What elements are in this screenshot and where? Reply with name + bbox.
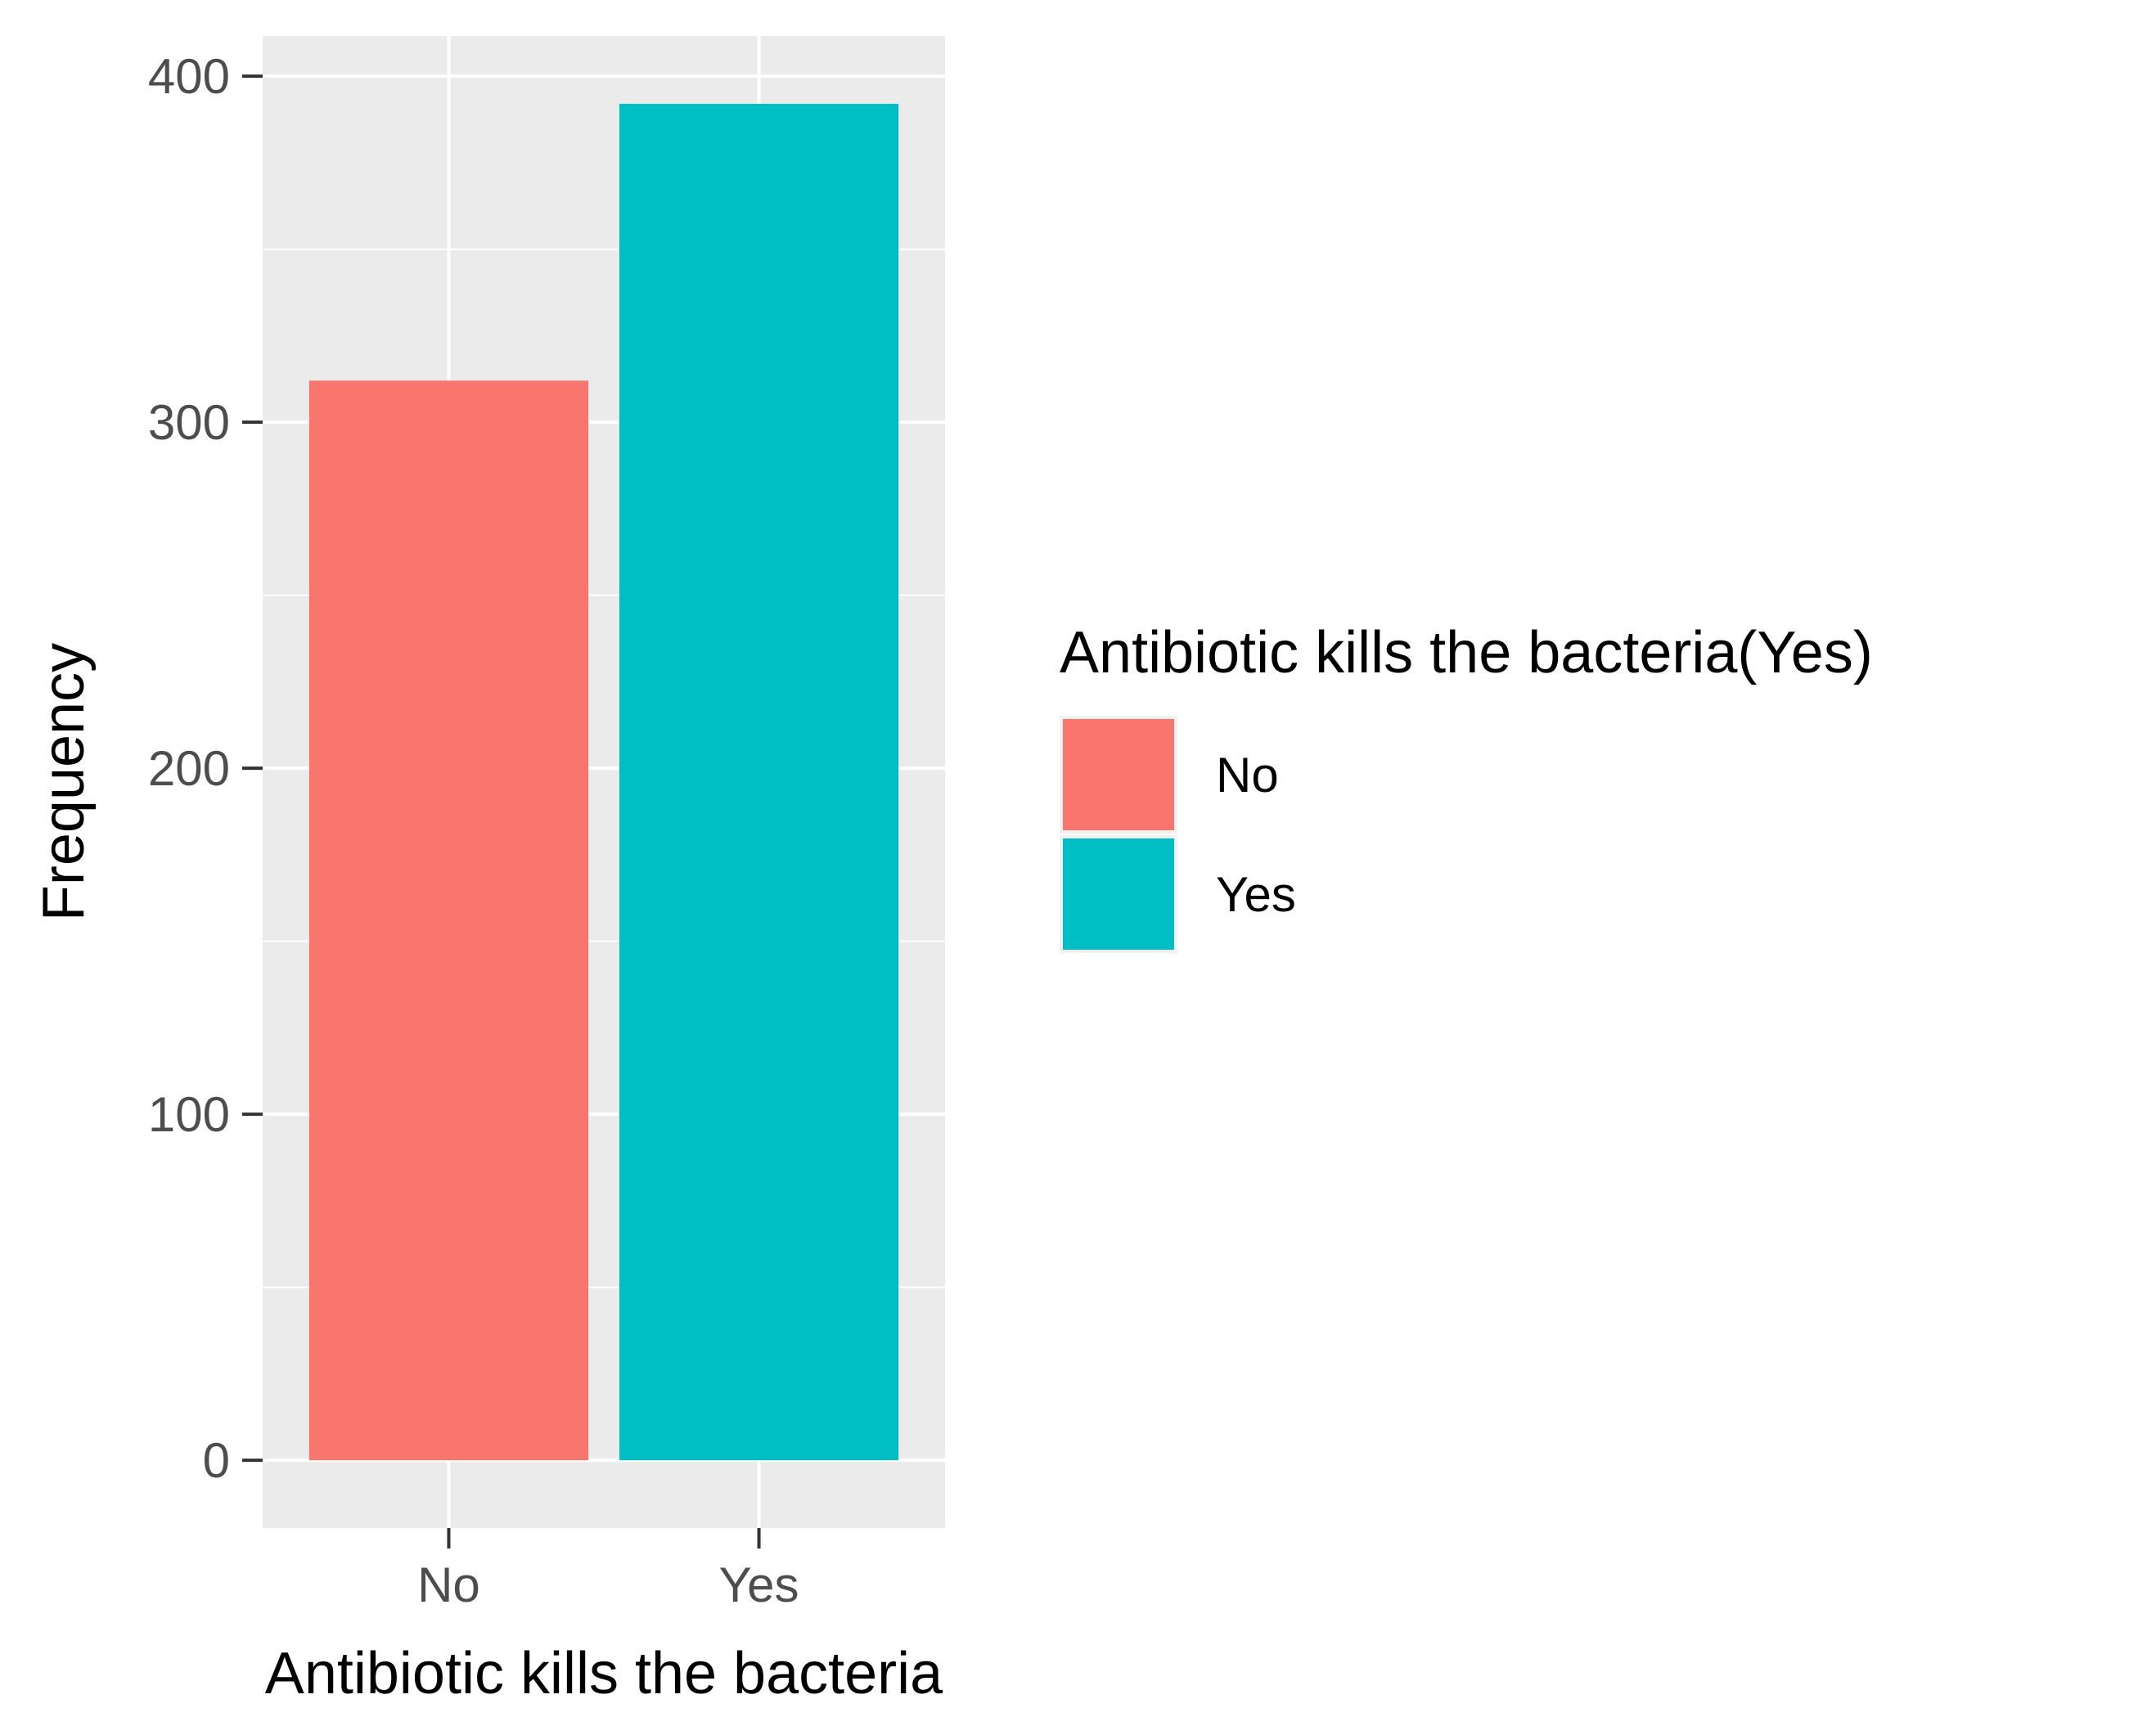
y-axis-title: Frequency bbox=[31, 643, 97, 921]
bar-no bbox=[308, 380, 589, 1461]
x-axis: No Yes bbox=[417, 1528, 799, 1612]
y-tick-label: 300 bbox=[148, 395, 230, 450]
legend-label-yes: Yes bbox=[1216, 867, 1296, 922]
legend: Antibiotic kills the bacteria(Yes) No Yes bbox=[1060, 620, 1873, 953]
legend-title: Antibiotic kills the bacteria(Yes) bbox=[1060, 620, 1873, 685]
bars bbox=[308, 103, 899, 1461]
y-tick-label: 200 bbox=[148, 741, 230, 796]
legend-swatch-no bbox=[1063, 719, 1174, 830]
y-tick-label: 100 bbox=[148, 1087, 230, 1142]
x-axis-title: Antibiotic kills the bacteria bbox=[265, 1641, 943, 1706]
x-tick-label: No bbox=[417, 1557, 480, 1612]
x-tick-label: Yes bbox=[719, 1557, 799, 1612]
legend-items: No Yes bbox=[1060, 716, 1296, 953]
legend-swatch-yes bbox=[1063, 838, 1174, 950]
legend-label-no: No bbox=[1216, 748, 1279, 802]
bar-yes bbox=[619, 103, 899, 1461]
y-tick-label: 400 bbox=[148, 49, 230, 104]
y-tick-label: 0 bbox=[203, 1433, 230, 1488]
y-axis: 0 100 200 300 400 bbox=[148, 49, 263, 1488]
